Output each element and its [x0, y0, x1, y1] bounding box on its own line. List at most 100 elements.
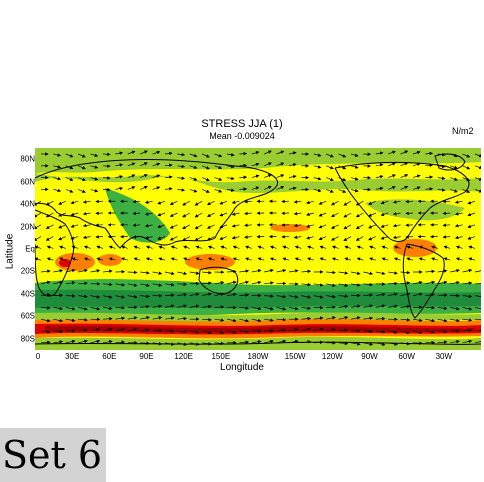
stress-vector	[232, 257, 240, 261]
stress-vector	[276, 294, 287, 299]
stress-vector	[343, 212, 352, 218]
stress-vector	[462, 268, 473, 273]
stress-vector	[152, 316, 163, 320]
stress-vector	[239, 330, 250, 334]
stress-vector	[239, 163, 248, 168]
stress-vector	[189, 271, 200, 275]
stress-vector	[182, 212, 190, 218]
stress-vector	[239, 269, 250, 273]
y-tick-label: 20N	[20, 222, 35, 232]
stress-vector	[231, 200, 240, 204]
stress-vector	[355, 200, 364, 206]
stress-vector	[369, 257, 376, 261]
stress-vector	[307, 257, 314, 261]
stress-vector	[368, 200, 376, 205]
stress-vector	[239, 175, 248, 180]
stress-vector	[257, 245, 265, 249]
stress-vector	[108, 245, 116, 249]
stress-vector	[313, 327, 324, 332]
stress-vector	[331, 245, 339, 249]
stress-vector	[375, 175, 384, 179]
stress-vector	[442, 199, 451, 204]
stress-vector	[350, 188, 359, 193]
stress-vector	[393, 245, 401, 249]
stress-vector	[152, 150, 161, 155]
stress-vector	[251, 318, 262, 323]
stress-vector	[251, 186, 260, 190]
stress-vector	[214, 189, 223, 193]
stress-vector	[318, 224, 327, 229]
coastline-australia	[198, 266, 239, 295]
stress-vector	[326, 177, 334, 182]
stress-vector	[53, 318, 64, 323]
stress-vector	[177, 188, 186, 192]
stress-vector	[219, 236, 228, 240]
stress-vector	[34, 245, 42, 249]
stress-vector	[326, 153, 334, 158]
set-label: Set 6	[0, 428, 106, 482]
stress-vector	[363, 342, 374, 346]
stress-vector	[195, 257, 203, 261]
stress-vector	[400, 162, 409, 167]
stress-vector	[53, 176, 62, 181]
stress-vector	[214, 153, 223, 158]
stress-vector	[239, 306, 250, 310]
stress-vector	[338, 294, 349, 298]
stress-vector	[214, 341, 225, 346]
stress-vector	[330, 224, 339, 229]
stress-vector	[83, 245, 91, 249]
y-tick-label: 20S	[20, 266, 35, 276]
stress-vector	[177, 152, 186, 157]
stress-vector	[219, 200, 228, 205]
stress-vector	[251, 151, 260, 155]
stress-vector	[177, 176, 186, 180]
stress-vector	[140, 294, 150, 299]
stress-vector	[400, 304, 411, 309]
stress-vector	[127, 294, 138, 299]
x-tick-label: 60E	[102, 352, 117, 361]
stress-vector	[140, 305, 150, 309]
stress-vector	[288, 269, 299, 273]
stress-vector	[127, 162, 136, 167]
stress-vector	[375, 317, 386, 321]
stress-vector	[462, 165, 471, 170]
stress-vector	[462, 153, 471, 158]
stress-vector	[388, 342, 398, 346]
stress-vector	[301, 306, 312, 310]
stress-vector	[115, 295, 126, 299]
stress-vector	[264, 318, 274, 322]
stress-vector	[388, 292, 398, 297]
stress-vector	[363, 282, 374, 287]
stress-vector	[65, 281, 76, 285]
stress-vector	[65, 177, 74, 181]
y-tick-label: 40S	[20, 289, 35, 299]
stress-vector	[350, 153, 359, 157]
stress-vector	[226, 176, 235, 181]
stress-vector	[363, 271, 374, 276]
stress-vector	[467, 236, 476, 240]
stress-vector	[115, 283, 126, 287]
stress-vector	[90, 269, 101, 273]
stress-vector	[244, 199, 252, 204]
stress-vector	[177, 329, 188, 334]
x-tick-label: 90E	[139, 352, 154, 361]
stress-vector	[288, 339, 299, 344]
stress-vector	[462, 339, 473, 344]
stress-vector	[239, 187, 248, 191]
stress-vector	[282, 245, 290, 249]
stress-vector	[393, 257, 401, 261]
stress-vector	[194, 212, 203, 218]
stress-vector	[102, 306, 113, 311]
stress-vector	[319, 245, 327, 249]
stress-vector	[400, 341, 411, 346]
stress-vector	[375, 271, 386, 276]
stress-vector	[338, 271, 349, 275]
stress-vector	[58, 212, 66, 217]
stress-vector	[412, 186, 421, 190]
stress-vector	[90, 339, 101, 344]
stress-vector	[375, 342, 386, 346]
stress-vector	[177, 304, 188, 308]
stress-vector	[443, 257, 451, 261]
stress-vector	[338, 189, 347, 193]
y-tick-label: 60S	[20, 311, 35, 321]
